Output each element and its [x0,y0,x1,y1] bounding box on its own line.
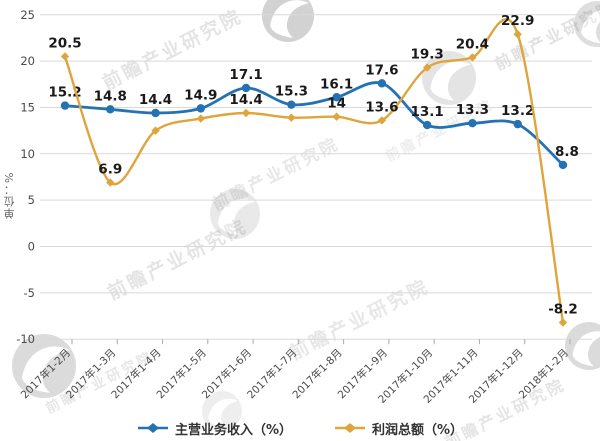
data-point [558,160,568,170]
data-label: 14.4 [229,92,262,108]
data-point [106,178,115,187]
data-label: 13.1 [411,104,444,120]
data-point [513,30,522,39]
legend-marker-icon [335,423,365,433]
y-tick-label: 0 [28,240,35,254]
legend-item-0[interactable]: 主营业务收入（%） [137,419,292,438]
data-point [422,63,432,72]
y-tick-label: -10 [16,332,35,346]
data-label: 14 [327,96,346,112]
data-label: 19.3 [411,47,444,63]
data-point [558,318,568,327]
data-label: 15.3 [275,84,308,100]
data-label: 22.9 [501,13,534,29]
data-point [196,104,206,113]
data-point [106,105,115,114]
data-label: 17.6 [365,62,398,78]
data-point [332,93,341,102]
data-point [60,101,70,110]
data-label: 20.4 [456,36,489,52]
data-label: 14.9 [184,87,217,103]
y-tick-label: 10 [20,147,35,161]
data-label: 14.8 [94,88,127,104]
y-tick-label: 20 [20,54,35,68]
data-label: 20.5 [48,35,81,51]
data-label: 16.1 [320,76,353,92]
data-point [513,119,522,129]
data-point [60,52,70,61]
data-label: 13.2 [501,103,534,119]
data-point [287,100,296,109]
data-point [287,113,296,122]
data-point [468,53,477,62]
data-label: 15.2 [48,85,81,101]
data-label: 14.4 [139,92,172,108]
data-point [241,108,251,118]
data-label: 13.6 [365,99,398,115]
y-tick-label: 5 [28,193,35,207]
data-label: 13.3 [456,102,489,118]
data-label: 8.8 [555,144,579,160]
y-tick-label: -5 [24,286,35,300]
legend-item-1[interactable]: 利润总额（%） [334,419,463,438]
legend-marker-icon [137,423,168,433]
data-point [151,108,160,118]
data-label: -8.2 [548,302,578,318]
y-tick-label: 15 [20,100,35,114]
legend-label: 利润总额（%） [372,422,464,438]
data-point [196,114,206,123]
data-point [151,126,160,135]
data-point [377,116,387,125]
data-point [241,83,251,93]
data-label: 6.9 [98,162,122,178]
legend-label: 主营业务收入（%） [174,422,292,438]
series-line-1 [63,17,565,324]
data-point [332,112,341,121]
data-point [422,120,432,130]
y-tick-label: 25 [20,8,35,22]
data-point [377,79,387,88]
chart-legend: 主营业务收入（%） 利润总额（%） [0,417,600,439]
data-point [468,119,477,128]
data-label: 17.1 [229,67,262,83]
